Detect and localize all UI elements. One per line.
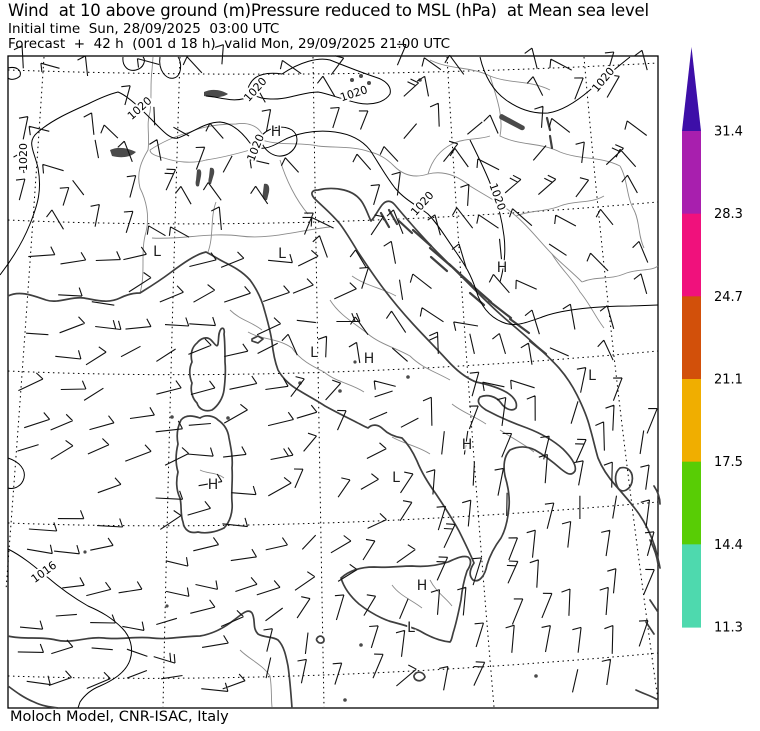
coast-sardinia	[175, 414, 234, 534]
dalmatian-islands	[379, 116, 554, 356]
colorbar-tick-label: 28.3	[714, 207, 743, 222]
coast-elba	[251, 335, 264, 344]
borders-and-rivers	[138, 56, 659, 708]
isobar-1016	[7, 548, 133, 709]
wind-barb-strokes	[13, 43, 658, 693]
colorbar-segment	[682, 296, 701, 380]
isobar-top-oval-2	[159, 56, 182, 79]
colorbar-tick-label: 14.4	[714, 538, 743, 553]
high-center-label: H	[417, 578, 428, 594]
isobar-1020-branch	[469, 139, 506, 283]
graticule-grid	[5, 56, 659, 708]
colorbar-segment	[682, 544, 701, 628]
colorbar-segment	[682, 131, 701, 215]
low-center-label: L	[153, 244, 161, 260]
initial-time-label: Initial time Sun, 28/09/2025 03:00 UTC	[8, 21, 280, 37]
isobar-1020-loop	[247, 58, 391, 105]
colorbar-segment	[682, 213, 701, 297]
coast-corfu	[614, 466, 634, 492]
high-center-label: H	[462, 437, 473, 453]
lake-como	[208, 167, 215, 185]
lake-garda	[262, 183, 270, 201]
low-center-label: L	[310, 345, 318, 361]
colorbar-tick-label: 17.5	[714, 455, 743, 470]
lake-balaton	[499, 114, 525, 131]
isobar-value-label: 1020	[17, 143, 30, 171]
colorbar-tick-label: 24.7	[714, 290, 743, 305]
isobar-corner-arc	[7, 67, 21, 80]
low-center-label: L	[392, 470, 400, 486]
coast-sicily	[340, 555, 472, 643]
coast-malta	[413, 671, 426, 682]
lake-constance	[204, 89, 228, 98]
coast-africa	[7, 610, 293, 709]
pressure-centers: H H H H H H L L L L L L	[152, 123, 598, 638]
colorbar-segment	[682, 379, 701, 463]
high-center-label: H	[271, 124, 282, 140]
colorbar-arrow	[682, 47, 701, 131]
forecast-valid-label: Forecast + 42 h (001 d 18 h) valid Mon, …	[8, 36, 450, 52]
isobar-1020-west-tail	[205, 94, 255, 101]
isobar-1020-ne	[479, 56, 631, 114]
colorbar-segment	[682, 461, 701, 545]
isobar-1020-main	[0, 91, 659, 325]
isobars	[0, 56, 659, 709]
colorbar-legend: 31.4 28.3 24.7 21.1 17.5 14.4 11.3	[682, 47, 743, 636]
low-center-label: L	[588, 368, 596, 384]
page-title: Wind at 10 above ground (m)Pressure redu…	[8, 1, 649, 20]
model-credit: Moloch Model, CNR-ISAC, Italy	[10, 709, 229, 725]
wind-barbs	[13, 43, 658, 693]
low-center-label: L	[407, 620, 415, 636]
map-frame	[7, 55, 659, 709]
high-center-label: H	[364, 351, 375, 367]
isobar-1020-cell	[259, 126, 298, 157]
isobar-hook-left	[7, 457, 25, 489]
colorbar-tick-label: 21.1	[714, 373, 743, 388]
high-center-label: H	[208, 477, 219, 493]
colorbar-tick-label: 11.3	[714, 621, 743, 636]
coast-pantelleria	[315, 635, 325, 644]
colorbar-tick-label: 31.4	[714, 125, 743, 140]
lake-maggiore	[195, 169, 202, 187]
coast-greece	[635, 485, 661, 701]
coast-algeria	[7, 685, 59, 709]
low-center-label: L	[278, 246, 286, 262]
high-center-label: H	[497, 260, 508, 276]
